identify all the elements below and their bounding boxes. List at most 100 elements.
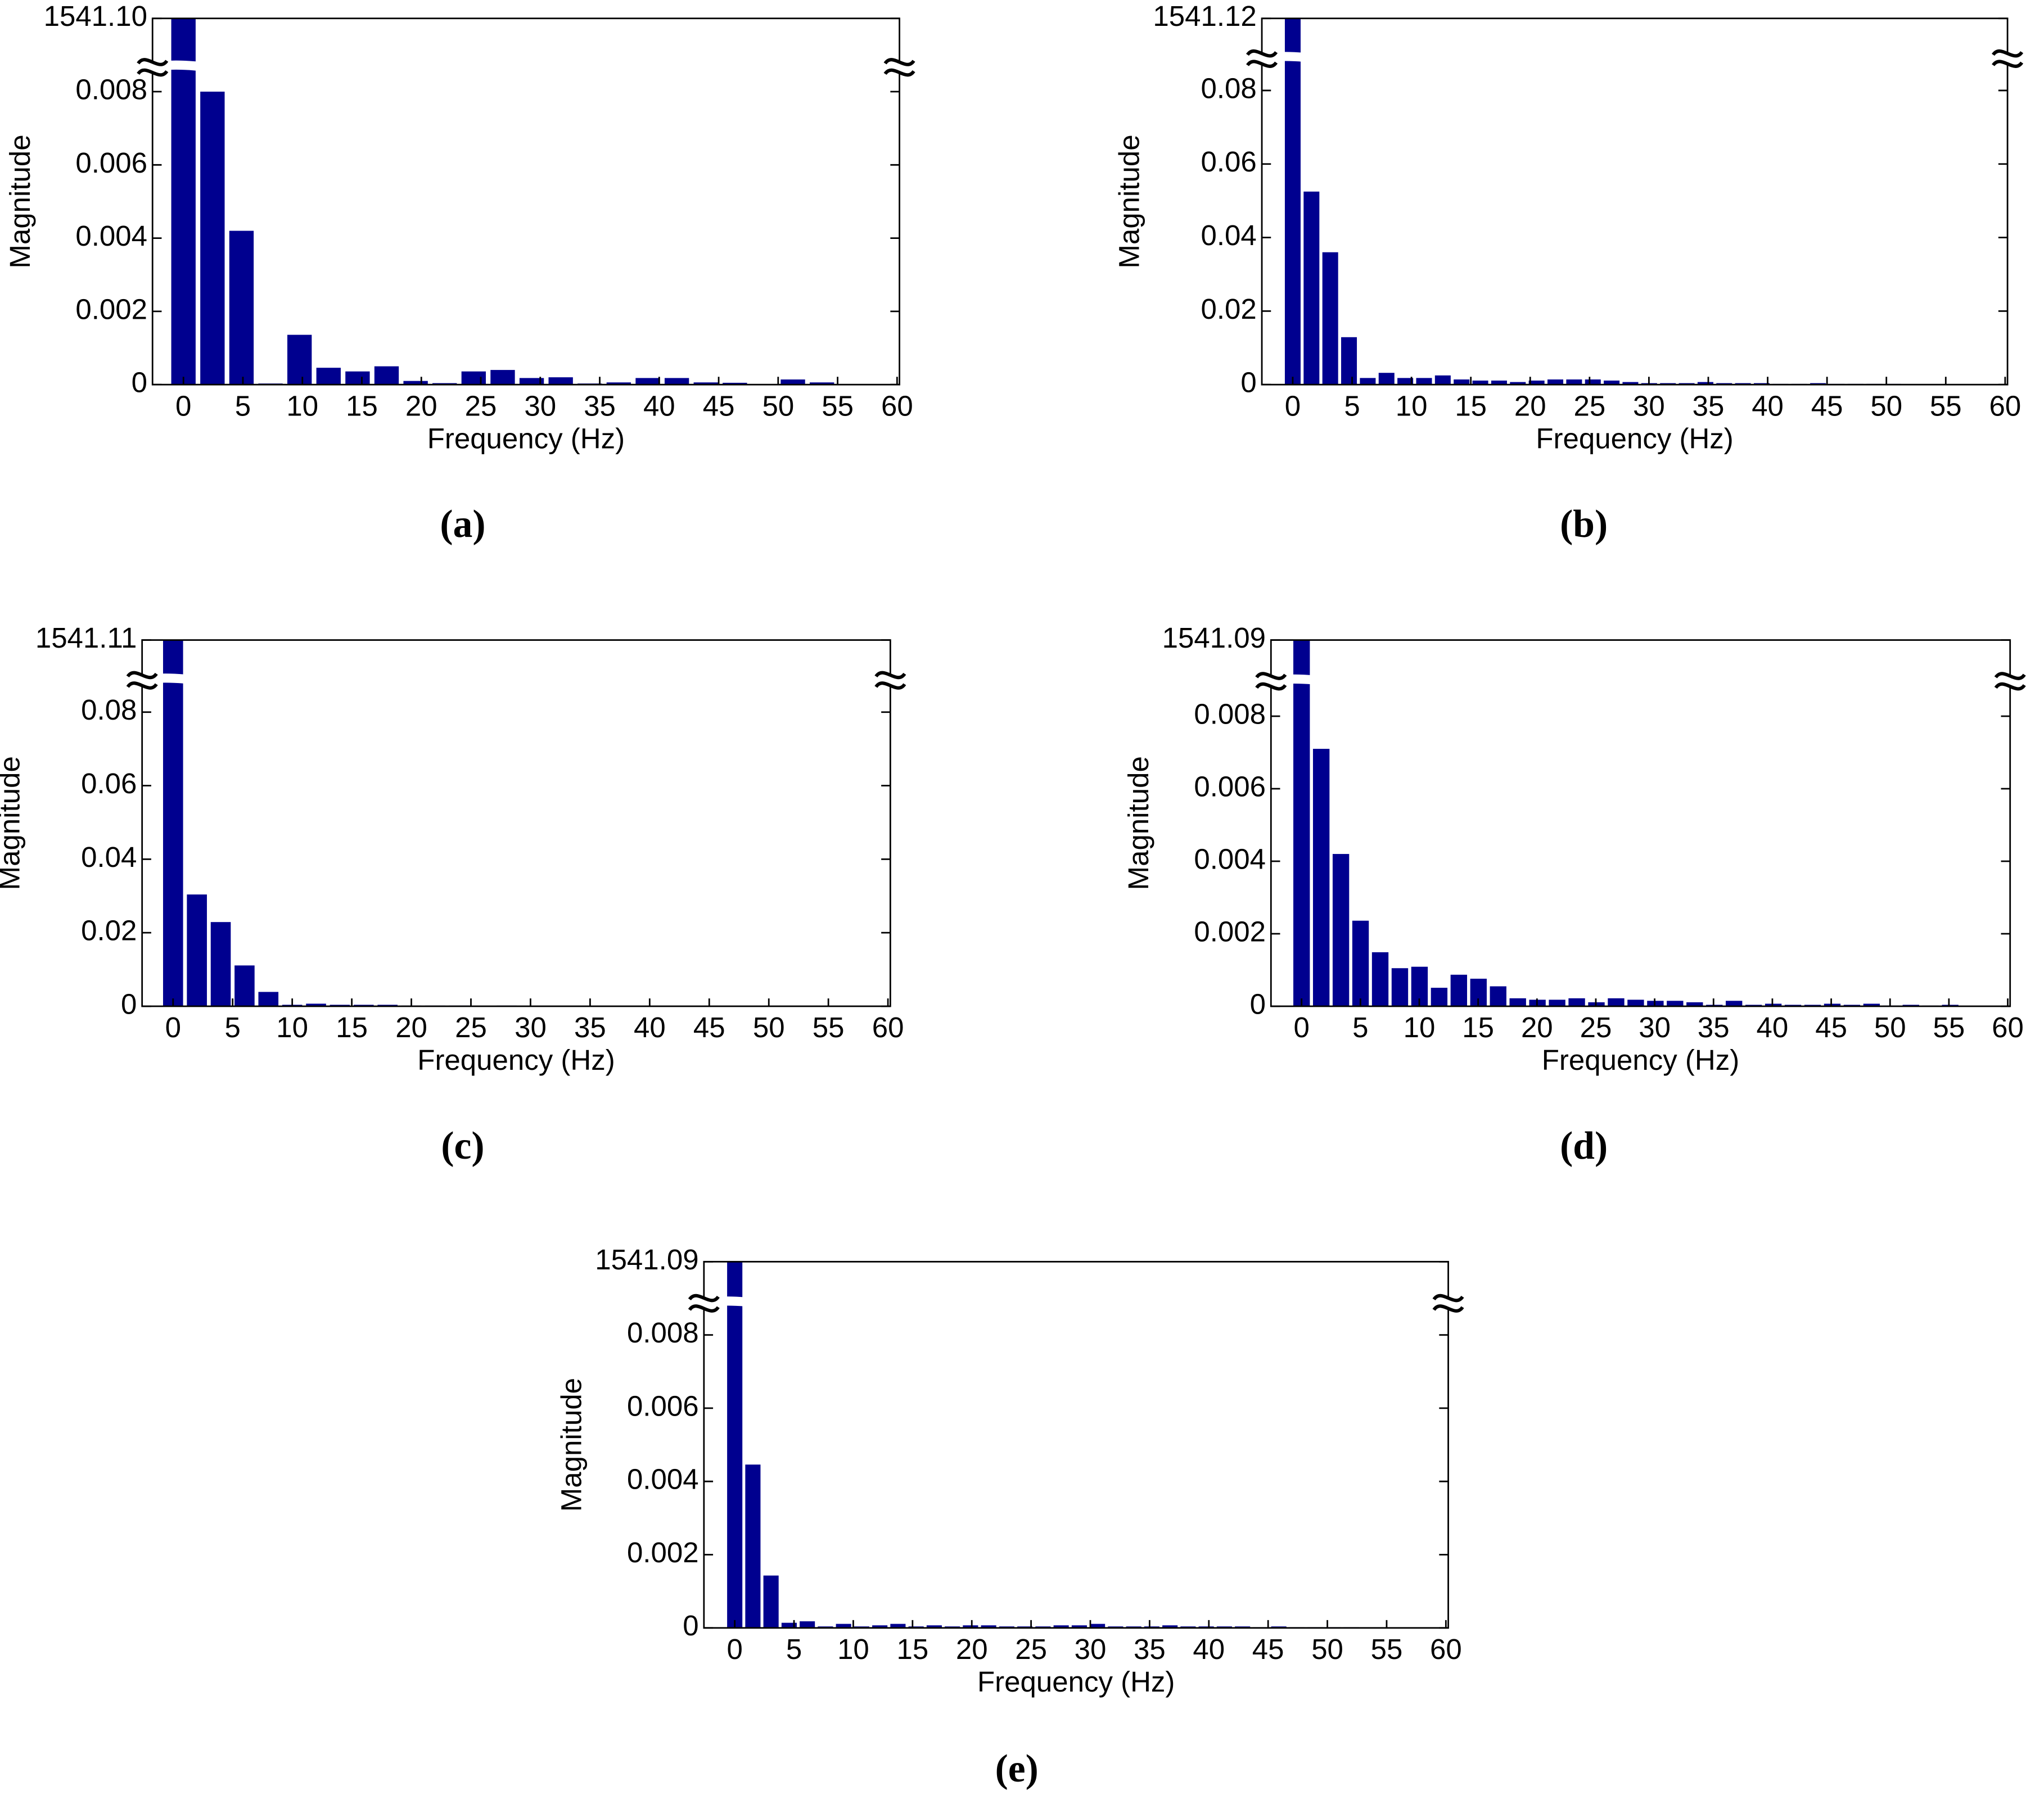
axis-break-mark bbox=[688, 1294, 720, 1303]
y-tick-label: 0.08 bbox=[1201, 72, 1257, 104]
bar bbox=[1604, 380, 1620, 385]
caption: (b) bbox=[1560, 503, 1608, 546]
x-tick-label: 5 bbox=[1352, 1011, 1368, 1043]
y-tick-label: 1541.10 bbox=[44, 0, 147, 32]
x-tick-label: 50 bbox=[1874, 1011, 1906, 1043]
x-axis-label: Frequency (Hz) bbox=[417, 1044, 615, 1076]
x-tick-label: 50 bbox=[762, 390, 794, 422]
bar bbox=[1566, 379, 1582, 385]
y-tick-label: 0.04 bbox=[81, 841, 137, 873]
bar bbox=[345, 371, 370, 385]
axis-break-mark bbox=[1246, 60, 1278, 68]
bar bbox=[1162, 1625, 1178, 1628]
y-tick-label: 0.008 bbox=[75, 73, 147, 105]
y-tick-label: 0.02 bbox=[1201, 293, 1257, 325]
bar bbox=[1549, 1000, 1565, 1006]
y-tick-label: 0 bbox=[1240, 367, 1256, 399]
bar bbox=[800, 1621, 815, 1628]
axis-break-gap bbox=[1254, 674, 2029, 689]
x-tick-label: 30 bbox=[1075, 1633, 1107, 1665]
caption: (e) bbox=[995, 1747, 1039, 1791]
x-tick-label: 15 bbox=[336, 1011, 368, 1043]
bar bbox=[1352, 920, 1369, 1006]
x-tick-label: 60 bbox=[1430, 1633, 1462, 1665]
x-tick-label: 10 bbox=[1396, 390, 1428, 422]
y-tick-label: 1541.12 bbox=[1153, 0, 1256, 32]
axis-break-gap bbox=[1245, 52, 2027, 66]
y-tick-label: 0.06 bbox=[1201, 146, 1257, 178]
bar bbox=[1863, 1003, 1880, 1006]
x-tick-label: 35 bbox=[584, 390, 616, 422]
x-tick-label: 15 bbox=[346, 390, 378, 422]
x-tick-label: 30 bbox=[1639, 1011, 1671, 1043]
x-tick-label: 30 bbox=[515, 1011, 547, 1043]
x-tick-label: 35 bbox=[1698, 1011, 1730, 1043]
x-tick-label: 25 bbox=[1015, 1633, 1047, 1665]
bar bbox=[1391, 968, 1409, 1006]
bar bbox=[1450, 974, 1468, 1006]
bar bbox=[872, 1625, 888, 1628]
bar bbox=[1568, 998, 1585, 1006]
x-axis-label: Frequency (Hz) bbox=[1542, 1044, 1739, 1076]
bar bbox=[306, 1003, 326, 1006]
bar bbox=[1303, 191, 1320, 385]
x-tick-label: 55 bbox=[1933, 1011, 1965, 1043]
bar bbox=[403, 381, 428, 385]
x-tick-label: 25 bbox=[1573, 390, 1605, 422]
caption: (c) bbox=[441, 1124, 484, 1168]
axis-break-mark bbox=[1432, 1294, 1464, 1303]
x-tick-label: 60 bbox=[872, 1011, 904, 1043]
x-tick-label: 25 bbox=[455, 1011, 487, 1043]
x-tick-label: 60 bbox=[881, 390, 913, 422]
x-tick-label: 20 bbox=[1521, 1011, 1553, 1043]
x-tick-label: 15 bbox=[896, 1633, 928, 1665]
y-tick-label: 0 bbox=[1250, 988, 1266, 1020]
bar bbox=[780, 379, 805, 385]
chart-panel: 0 0.02 0.04 0.06 0.08 1541.12 0 5 10 15 20 25 30 35 40… bbox=[1113, 0, 2027, 546]
bar bbox=[1697, 382, 1713, 385]
bar bbox=[210, 922, 231, 1006]
bar bbox=[1053, 1625, 1069, 1628]
axis-break-mark bbox=[1255, 672, 1287, 680]
x-tick-label: 50 bbox=[1870, 390, 1902, 422]
x-tick-label: 20 bbox=[1514, 390, 1546, 422]
x-tick-label: 20 bbox=[405, 390, 437, 422]
bar bbox=[1491, 380, 1507, 385]
x-tick-label: 45 bbox=[703, 390, 735, 422]
x-tick-label: 35 bbox=[574, 1011, 606, 1043]
y-tick-label: 0 bbox=[121, 988, 137, 1020]
axis-break-mark bbox=[883, 68, 915, 77]
x-tick-label: 55 bbox=[813, 1011, 845, 1043]
axis-break-mark bbox=[126, 671, 158, 680]
bar bbox=[1284, 18, 1301, 385]
caption: (d) bbox=[1560, 1124, 1608, 1168]
x-tick-label: 5 bbox=[786, 1633, 802, 1665]
bar bbox=[258, 992, 279, 1006]
y-axis-label: Magnitude bbox=[1113, 134, 1145, 268]
bar bbox=[727, 1262, 743, 1628]
bar bbox=[1360, 378, 1376, 385]
bar bbox=[1510, 382, 1526, 385]
x-axis-label: Frequency (Hz) bbox=[427, 422, 625, 454]
x-tick-label: 5 bbox=[235, 390, 251, 422]
x-tick-label: 5 bbox=[225, 1011, 241, 1043]
bar bbox=[1472, 380, 1488, 385]
bar bbox=[1765, 1003, 1782, 1006]
x-tick-label: 40 bbox=[1193, 1633, 1225, 1665]
bar bbox=[1416, 378, 1432, 385]
bar bbox=[809, 382, 834, 385]
axis-break-mark bbox=[874, 671, 906, 680]
y-tick-label: 0 bbox=[683, 1609, 698, 1642]
bar bbox=[200, 92, 225, 385]
bar bbox=[287, 334, 312, 385]
chart-panel: 0 0.002 0.004 0.006 0.008 1541.10 0 5 10 15 20 25 30… bbox=[4, 0, 919, 546]
plot-frame bbox=[703, 1260, 1449, 1629]
y-tick-label: 0.006 bbox=[1194, 770, 1266, 802]
x-tick-label: 0 bbox=[165, 1011, 181, 1043]
x-tick-label: 0 bbox=[727, 1633, 742, 1665]
bar bbox=[635, 378, 660, 385]
bar bbox=[1090, 1624, 1106, 1628]
chart-panel: 0 0.002 0.004 0.006 0.008 1541.09 0 5 10 15 20 25 30… bbox=[1122, 622, 2029, 1168]
bar bbox=[1528, 380, 1545, 385]
